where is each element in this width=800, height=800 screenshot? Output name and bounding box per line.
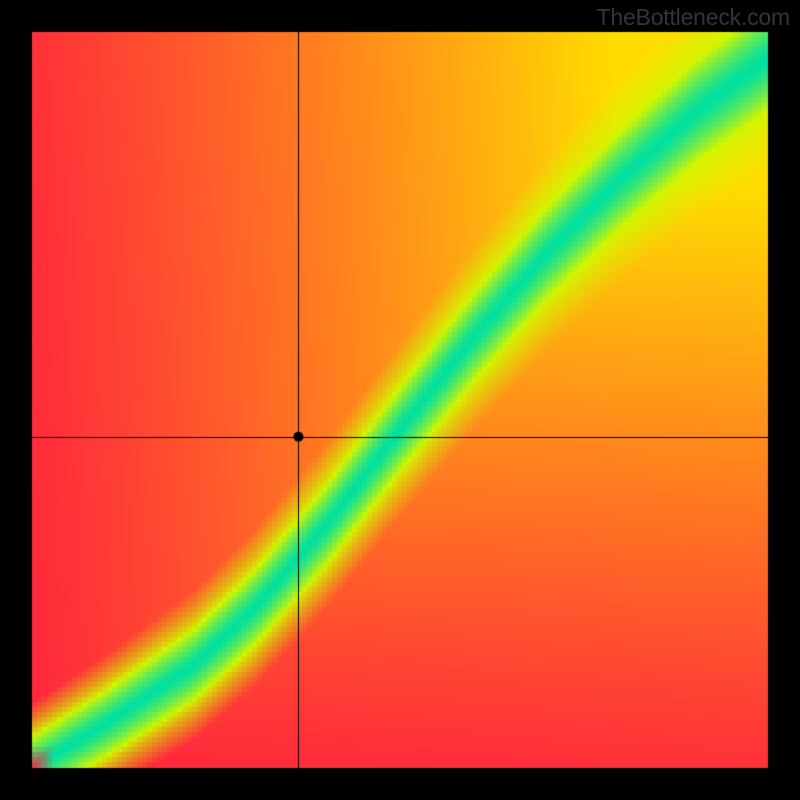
chart-stage — [0, 0, 800, 800]
watermark-text: TheBottleneck.com — [597, 4, 790, 31]
heatmap-canvas — [0, 0, 800, 800]
